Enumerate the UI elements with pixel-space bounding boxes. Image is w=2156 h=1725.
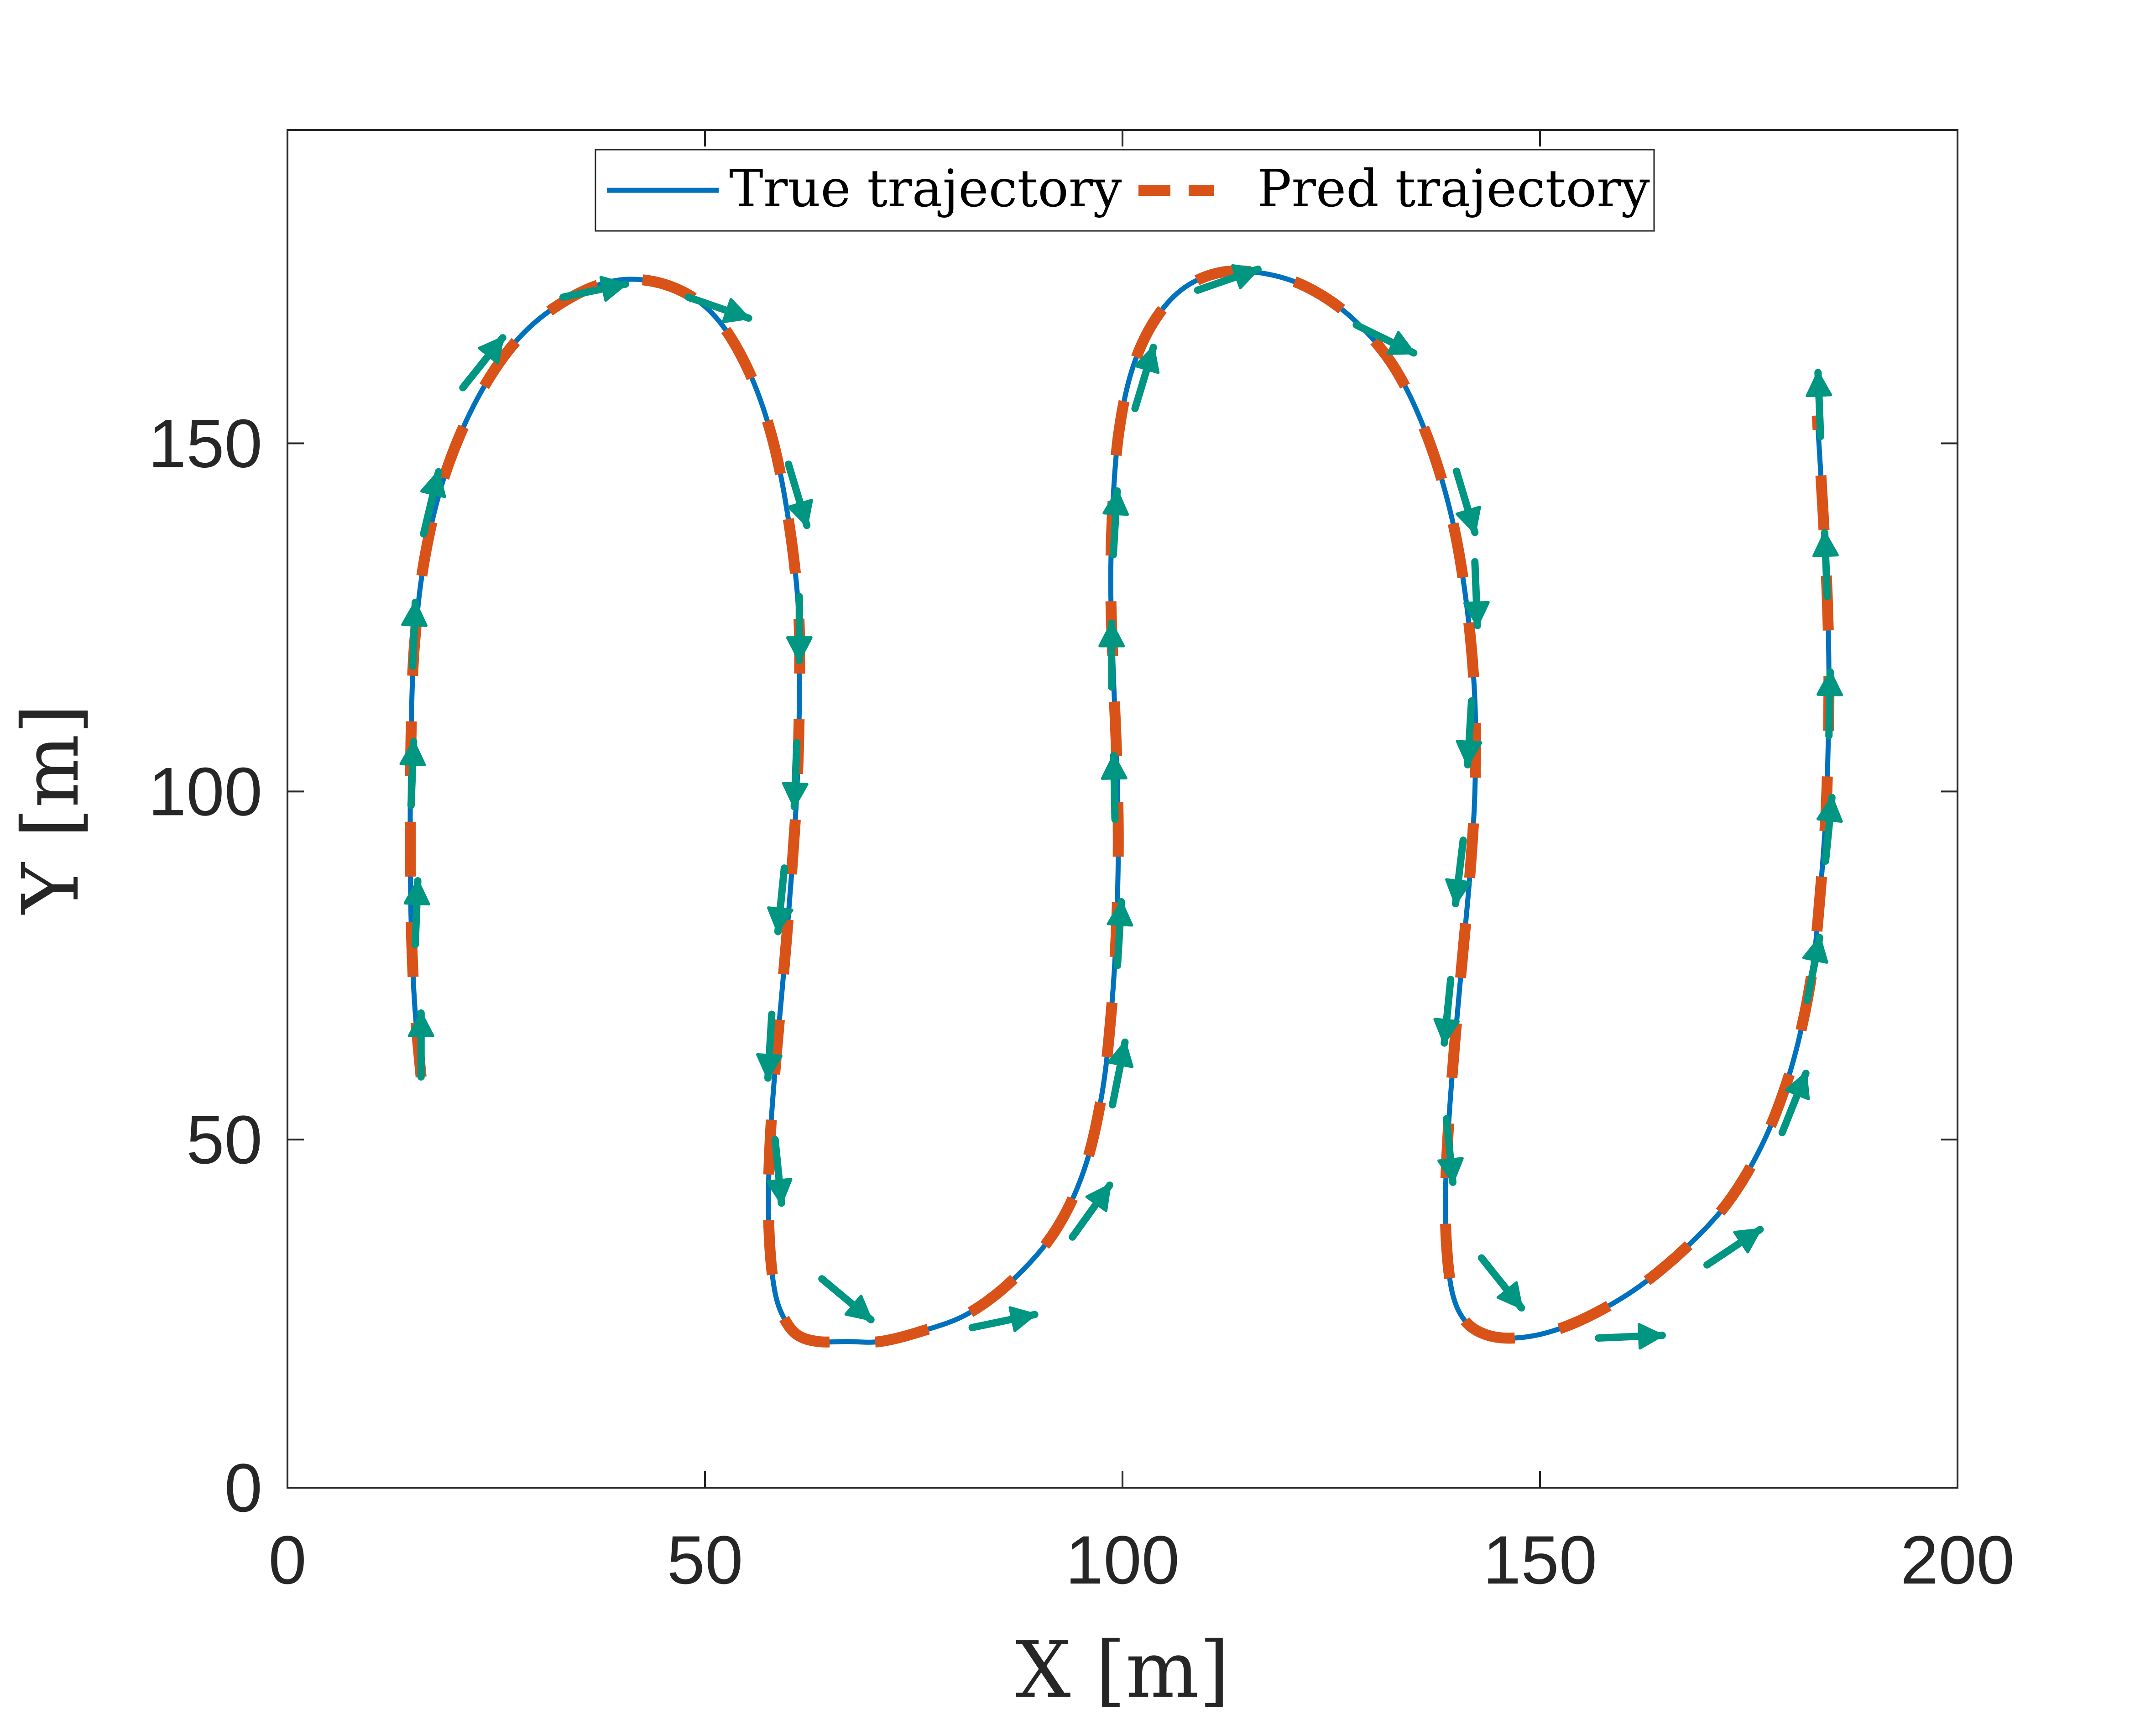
direction-arrow — [756, 1010, 783, 1082]
direction-arrow — [1463, 558, 1490, 629]
direction-arrow — [1816, 668, 1843, 740]
series-layer — [405, 265, 1835, 1348]
y-tick-label: 150 — [148, 405, 262, 482]
direction-arrow — [785, 460, 813, 529]
direction-arrow — [1477, 1254, 1525, 1312]
direction-arrow — [1101, 752, 1128, 823]
x-tick-label: 200 — [1900, 1521, 2015, 1598]
direction-arrow — [684, 293, 752, 324]
x-tick-label: 50 — [667, 1521, 743, 1598]
direction-arrow — [1098, 619, 1125, 691]
direction-arrow — [1802, 934, 1828, 1004]
y-tick-label: 0 — [224, 1449, 262, 1526]
direction-arrow — [1703, 1226, 1764, 1269]
direction-arrow — [403, 877, 430, 948]
direction-arrow — [399, 737, 426, 809]
direction-arrow — [1778, 1069, 1810, 1136]
direction-arrow — [1107, 898, 1133, 969]
y-tick-label: 50 — [186, 1101, 262, 1178]
direction-arrow — [407, 1009, 434, 1081]
direction-arrow — [1069, 1181, 1113, 1241]
direction-arrow — [1806, 369, 1832, 440]
direction-arrow — [1433, 976, 1460, 1047]
direction-arrow — [1595, 1323, 1666, 1350]
direction-arrow — [782, 739, 809, 810]
direction-arrow — [767, 864, 793, 936]
y-axis-label: Y [m] — [6, 704, 96, 915]
direction-arrow — [1437, 1115, 1464, 1186]
direction-arrow — [766, 1136, 793, 1207]
direction-arrow — [559, 276, 629, 302]
direction-arrow — [1194, 264, 1262, 294]
direction-arrow — [1456, 697, 1483, 768]
pred-trajectory-line — [405, 265, 1835, 1348]
direction-arrow — [1812, 529, 1839, 601]
direction-arrow — [968, 1306, 1039, 1333]
legend-box — [595, 149, 1655, 232]
direction-arrow — [1816, 794, 1843, 865]
direction-arrow — [818, 1275, 875, 1323]
direction-arrow — [786, 593, 813, 664]
x-axis-label: X [m] — [1016, 1625, 1230, 1715]
ticks-layer: 0 50 100 150 200 0 50 100 150 — [148, 130, 2015, 1598]
legend-label-pred-trajectory: Pred trajectory — [1257, 159, 1650, 219]
x-tick-label: 0 — [268, 1521, 306, 1598]
y-tick-label: 100 — [148, 753, 262, 830]
x-tick-label: 100 — [1065, 1521, 1180, 1598]
x-tick-label: 150 — [1483, 1521, 1597, 1598]
arrow-layer — [399, 264, 1843, 1350]
direction-arrow — [401, 598, 428, 670]
direction-arrow — [1107, 1038, 1134, 1108]
direction-arrow — [459, 334, 506, 392]
legend-label-true-trajectory: True trajectory — [729, 159, 1122, 219]
direction-arrow — [1102, 487, 1129, 559]
direction-arrow — [420, 468, 446, 538]
direction-arrow — [1453, 467, 1481, 536]
direction-arrow — [1352, 321, 1418, 357]
direction-arrow — [1131, 344, 1160, 413]
legend: True trajectory Pred trajectory — [595, 149, 1655, 232]
direction-arrow — [1445, 836, 1472, 908]
